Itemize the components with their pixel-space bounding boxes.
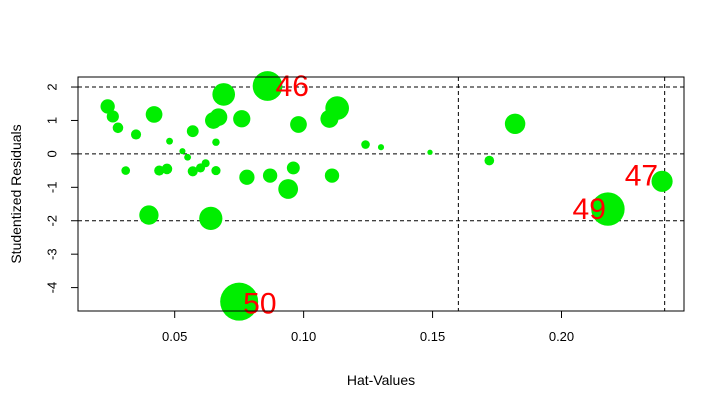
- data-point: [325, 96, 349, 120]
- y-tick-label: 0: [45, 150, 60, 157]
- data-point: [233, 110, 251, 128]
- data-point: [161, 163, 173, 175]
- y-tick-label: -1: [45, 182, 60, 194]
- data-point: [262, 168, 278, 183]
- data-point: [187, 166, 198, 177]
- data-point: [212, 83, 236, 106]
- x-tick-label: 0.15: [420, 329, 445, 344]
- data-point: [427, 149, 433, 155]
- data-point: [504, 113, 526, 135]
- point-labels: 46 50 47 49: [243, 70, 658, 321]
- x-axis: 0.05 0.10 0.15 0.20: [162, 310, 574, 344]
- x-tick-label: 0.10: [291, 329, 316, 344]
- data-point: [106, 110, 119, 123]
- data-point: [201, 159, 210, 168]
- y-tick-label: 2: [45, 83, 60, 90]
- y-tick-label: -3: [45, 248, 60, 260]
- point-label: 47: [625, 159, 658, 192]
- data-point: [100, 99, 115, 114]
- point-label: 49: [573, 193, 606, 226]
- data-point: [112, 122, 124, 134]
- data-point: [184, 153, 192, 161]
- data-point: [179, 148, 186, 155]
- data-point: [186, 125, 199, 138]
- data-point: [166, 137, 173, 145]
- y-axis-title: Studentized Residuals: [8, 124, 24, 263]
- data-point: [278, 179, 299, 199]
- data-point: [286, 161, 300, 175]
- point-label: 46: [276, 70, 309, 103]
- y-tick-label: -4: [45, 282, 60, 294]
- data-point: [377, 144, 385, 151]
- x-tick-label: 0.05: [162, 329, 187, 344]
- y-tick-label: -2: [45, 215, 60, 227]
- data-point: [121, 166, 131, 175]
- y-tick-label: 1: [45, 117, 60, 124]
- x-axis-title: Hat-Values: [347, 372, 415, 388]
- data-point: [145, 106, 163, 123]
- data-point: [324, 168, 340, 183]
- data-point: [209, 108, 228, 126]
- data-point: [212, 138, 220, 146]
- y-axis: -4 -3 -2 -1 0 1 2: [45, 83, 79, 293]
- reference-lines: [78, 77, 684, 311]
- data-points: [100, 71, 673, 321]
- data-point: [591, 192, 625, 226]
- x-tick-label: 0.20: [549, 329, 574, 344]
- data-point: [252, 71, 283, 101]
- data-point: [239, 169, 255, 185]
- data-point: [290, 116, 307, 133]
- data-point: [130, 129, 142, 140]
- data-point: [211, 166, 221, 176]
- point-label: 50: [243, 288, 276, 321]
- data-point: [484, 155, 495, 166]
- data-point: [139, 205, 159, 225]
- data-point: [361, 140, 370, 149]
- data-point: [651, 170, 673, 192]
- data-point: [199, 206, 223, 231]
